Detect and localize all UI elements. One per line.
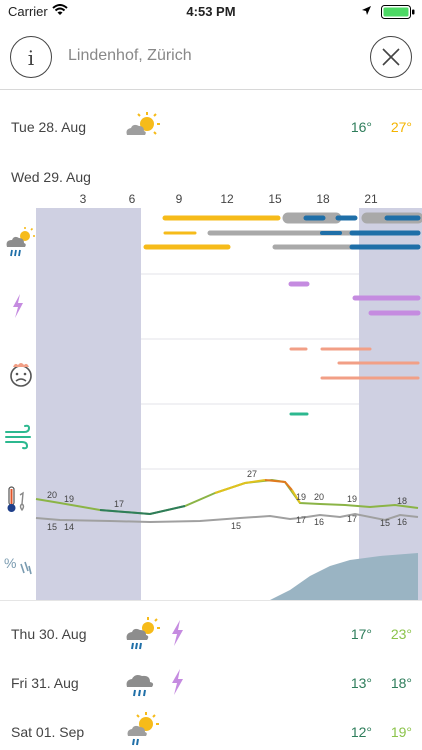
temp-label: 15 (47, 522, 57, 532)
min-temperature: 13° (350, 675, 372, 691)
hour-tick: 9 (175, 192, 183, 206)
temp-label: 17 (114, 499, 124, 509)
wind-icon (5, 424, 31, 450)
location-label[interactable]: Lindenhof, Zürich (68, 47, 192, 64)
header: i Lindenhof, Zürich (0, 24, 422, 90)
temp-label: 27 (247, 469, 257, 479)
lightning-icon (172, 620, 183, 646)
hour-tick: 21 (364, 192, 378, 206)
temp-label: 18 (397, 496, 407, 506)
night-band (359, 208, 422, 600)
partly-cloudy-icon (126, 112, 160, 135)
svg-text:%: % (4, 555, 16, 571)
hour-tick: 18 (316, 192, 330, 206)
temp-label: 19 (64, 494, 74, 504)
max-temperature: 23° (390, 626, 412, 642)
min-temperature: 16° (350, 119, 372, 135)
temp-label: 19 (347, 494, 357, 504)
thermometer-icon (7, 486, 25, 512)
hour-tick: 12 (220, 192, 234, 206)
hour-tick: 3 (79, 192, 87, 206)
close-button[interactable] (370, 36, 412, 78)
humidity-area (270, 553, 418, 600)
sun-cloud-rain-icon (126, 617, 160, 650)
cloud-rain-icon (126, 675, 154, 697)
night-band (36, 208, 141, 600)
hour-tick: 15 (268, 192, 282, 206)
carrier-label: Carrier (8, 4, 48, 19)
day-label: Fri 31. Aug (11, 675, 79, 691)
temp-label: 15 (380, 518, 390, 528)
sun-cloud-rain-icon (6, 227, 35, 257)
max-temperature: 19° (390, 724, 412, 740)
temp-label: 17 (296, 515, 306, 525)
temp-label: 20 (314, 492, 324, 502)
detail-day-label: Wed 29. Aug (11, 169, 91, 185)
info-icon: i (27, 46, 35, 70)
min-temperature: 12° (350, 724, 372, 740)
day-label: Sat 01. Sep (11, 724, 85, 740)
day-label: Thu 30. Aug (11, 626, 87, 642)
close-icon (381, 47, 400, 66)
temp-label: 19 (296, 492, 306, 502)
sun-cloud-rain-icon (127, 712, 159, 746)
max-temperature: 18° (390, 675, 412, 691)
lightning-icon (172, 669, 183, 695)
day-row[interactable]: Thu 30. Aug 17° 23° (0, 614, 422, 654)
hour-tick: 6 (128, 192, 136, 206)
day-row[interactable]: Fri 31. Aug 13° 18° (0, 663, 422, 703)
temp-label: 15 (231, 521, 241, 531)
day-row[interactable]: Sat 01. Sep 12° 19° (0, 712, 422, 750)
lightning-icon (13, 294, 23, 318)
day-row[interactable]: Tue 28. Aug 16° 27° (0, 107, 422, 147)
battery-icon (381, 5, 415, 19)
clock: 4:53 PM (186, 4, 236, 19)
temp-label: 14 (64, 522, 74, 532)
humidity-rain-icon: % (4, 555, 32, 575)
day-label: Tue 28. Aug (11, 119, 86, 135)
status-bar: Carrier 4:53 PM (0, 0, 422, 24)
wifi-icon (52, 4, 68, 15)
hot-face-icon (10, 363, 32, 387)
dewpoint-line (35, 512, 419, 524)
temp-label: 17 (347, 514, 357, 524)
max-temperature: 27° (390, 119, 412, 135)
info-button[interactable]: i (10, 36, 52, 78)
min-temperature: 17° (350, 626, 372, 642)
temp-label: 16 (397, 517, 407, 527)
divider (0, 600, 422, 601)
location-arrow-icon (362, 6, 371, 15)
temp-label: 20 (47, 490, 57, 500)
hourly-chart[interactable]: 20 19 17 27 19 20 19 18 15 14 15 17 16 1… (0, 208, 422, 600)
temp-label: 16 (314, 517, 324, 527)
